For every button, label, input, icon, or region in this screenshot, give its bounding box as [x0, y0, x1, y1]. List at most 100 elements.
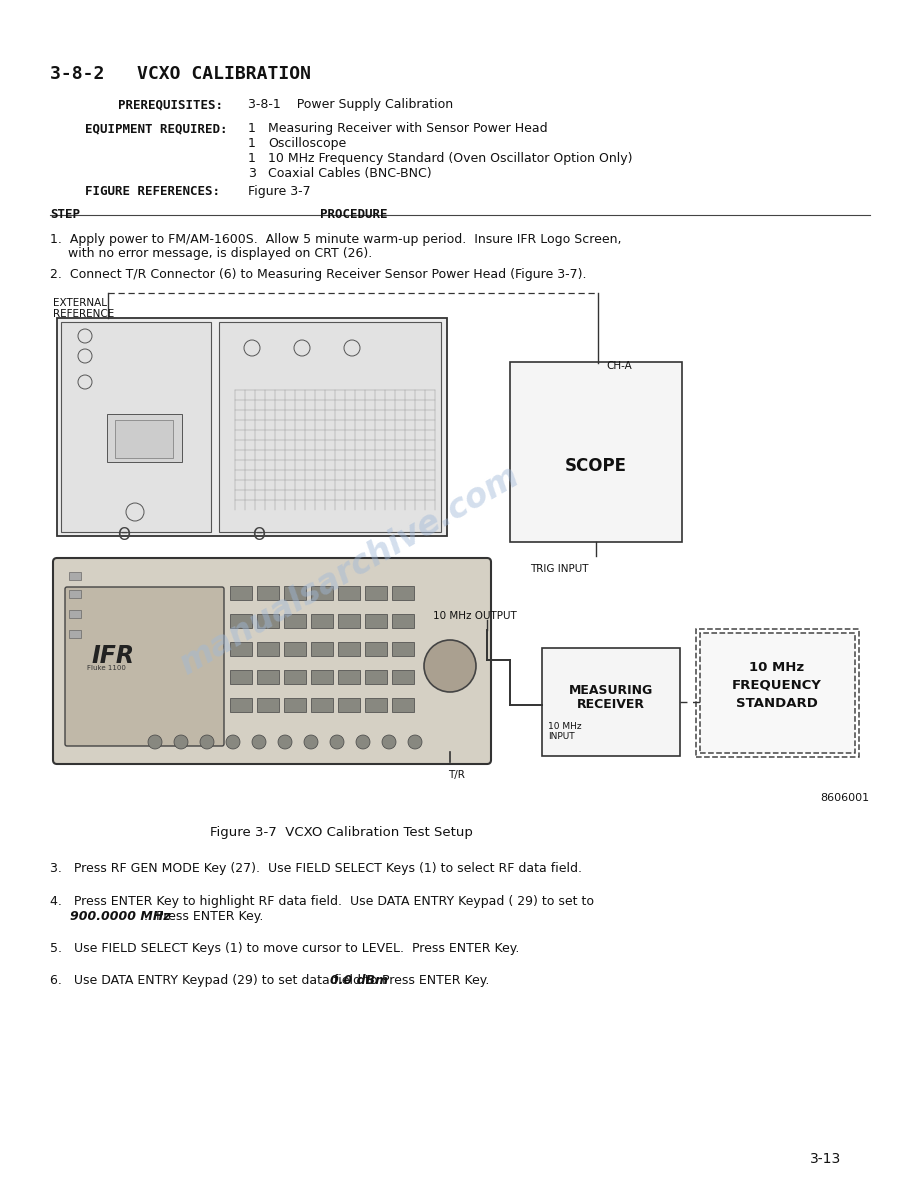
Text: 3-8-1    Power Supply Calibration: 3-8-1 Power Supply Calibration	[248, 97, 453, 110]
Text: Figure 3-7  VCXO Calibration Test Setup: Figure 3-7 VCXO Calibration Test Setup	[210, 826, 473, 839]
Bar	[230, 642, 252, 656]
Text: INPUT: INPUT	[548, 732, 575, 741]
Circle shape	[382, 735, 396, 748]
Bar	[365, 642, 387, 656]
Circle shape	[408, 735, 422, 748]
Text: 5.   Use FIELD SELECT Keys (1) to move cursor to LEVEL.  Press ENTER Key.: 5. Use FIELD SELECT Keys (1) to move cur…	[50, 942, 520, 955]
Text: PREREQUISITES:: PREREQUISITES:	[118, 97, 223, 110]
Text: 1: 1	[248, 122, 256, 135]
Bar	[230, 699, 252, 712]
Circle shape	[278, 735, 292, 748]
Circle shape	[200, 735, 214, 748]
Text: STEP: STEP	[50, 208, 80, 221]
Bar	[392, 699, 414, 712]
Text: EXTERNAL: EXTERNAL	[53, 298, 107, 308]
Text: manualsarchive.com: manualsarchive.com	[174, 459, 526, 681]
Text: 1: 1	[248, 137, 256, 150]
Text: SCOPE: SCOPE	[565, 457, 627, 475]
Bar	[365, 614, 387, 628]
Text: 3-13: 3-13	[810, 1152, 841, 1165]
Text: .  Press ENTER Key.: . Press ENTER Key.	[144, 910, 263, 923]
Bar	[311, 586, 333, 600]
Text: 10 MHz: 10 MHz	[548, 722, 582, 731]
Bar	[257, 699, 279, 712]
Bar	[69, 571, 81, 580]
Text: FREQUENCY: FREQUENCY	[732, 680, 822, 691]
Bar	[338, 670, 360, 684]
Circle shape	[252, 735, 266, 748]
Text: 10 MHz OUTPUT: 10 MHz OUTPUT	[433, 611, 517, 621]
Bar	[510, 362, 682, 542]
Circle shape	[330, 735, 344, 748]
Bar	[338, 642, 360, 656]
Bar	[338, 586, 360, 600]
Text: Coaxial Cables (BNC-BNC): Coaxial Cables (BNC-BNC)	[268, 168, 431, 181]
Text: Θ: Θ	[117, 526, 130, 544]
Text: 10 MHz Frequency Standard (Oven Oscillator Option Only): 10 MHz Frequency Standard (Oven Oscillat…	[268, 152, 633, 165]
Bar	[230, 614, 252, 628]
Bar	[365, 586, 387, 600]
Circle shape	[226, 735, 240, 748]
Text: Measuring Receiver with Sensor Power Head: Measuring Receiver with Sensor Power Hea…	[268, 122, 548, 135]
Text: 1.  Apply power to FM/AM-1600S.  Allow 5 minute warm-up period.  Insure IFR Logo: 1. Apply power to FM/AM-1600S. Allow 5 m…	[50, 233, 621, 246]
Bar	[219, 322, 441, 532]
Bar	[115, 421, 173, 459]
Bar	[230, 670, 252, 684]
Bar	[69, 609, 81, 618]
Text: 8606001: 8606001	[820, 794, 869, 803]
Text: .  Press ENTER Key.: . Press ENTER Key.	[370, 974, 489, 987]
Text: 1: 1	[248, 152, 256, 165]
Bar	[338, 614, 360, 628]
Bar	[365, 670, 387, 684]
Bar	[696, 628, 859, 757]
Bar	[284, 586, 306, 600]
Text: TRIG INPUT: TRIG INPUT	[530, 564, 588, 574]
Text: Oscilloscope: Oscilloscope	[268, 137, 346, 150]
Text: 6.   Use DATA ENTRY Keypad (29) to set data field to: 6. Use DATA ENTRY Keypad (29) to set dat…	[50, 974, 382, 987]
Text: FIGURE REFERENCES:: FIGURE REFERENCES:	[85, 185, 220, 198]
Text: MEASURING: MEASURING	[569, 684, 653, 697]
Text: Fluke 1100: Fluke 1100	[87, 665, 126, 671]
Text: Figure 3-7: Figure 3-7	[248, 185, 310, 198]
Text: 900.0000 MHz: 900.0000 MHz	[70, 910, 171, 923]
Bar	[69, 590, 81, 598]
Text: with no error message, is displayed on CRT (26).: with no error message, is displayed on C…	[68, 247, 373, 260]
Bar	[257, 642, 279, 656]
Text: REFERENCE: REFERENCE	[53, 309, 114, 320]
Bar	[311, 670, 333, 684]
Text: 2.  Connect T/R Connector (6) to Measuring Receiver Sensor Power Head (Figure 3-: 2. Connect T/R Connector (6) to Measurin…	[50, 268, 587, 282]
Text: 4.   Press ENTER Key to highlight RF data field.  Use DATA ENTRY Keypad ( 29) to: 4. Press ENTER Key to highlight RF data …	[50, 895, 594, 908]
Bar	[257, 586, 279, 600]
Bar	[338, 699, 360, 712]
Text: EQUIPMENT REQUIRED:: EQUIPMENT REQUIRED:	[85, 122, 228, 135]
Text: CH-A: CH-A	[606, 361, 632, 371]
Circle shape	[424, 640, 476, 691]
Text: T/R: T/R	[448, 770, 465, 781]
Bar	[107, 413, 182, 462]
Bar	[257, 670, 279, 684]
Bar	[284, 699, 306, 712]
Bar	[284, 670, 306, 684]
Text: 3-8-2   VCXO CALIBRATION: 3-8-2 VCXO CALIBRATION	[50, 65, 311, 83]
Bar	[392, 586, 414, 600]
Text: 0.0 dBm: 0.0 dBm	[330, 974, 388, 987]
FancyBboxPatch shape	[53, 558, 491, 764]
Bar	[61, 322, 211, 532]
FancyBboxPatch shape	[65, 587, 224, 746]
Text: RECEIVER: RECEIVER	[577, 699, 645, 710]
Bar	[392, 642, 414, 656]
Bar	[284, 614, 306, 628]
Text: IFR: IFR	[92, 644, 135, 668]
Bar	[69, 630, 81, 638]
Bar	[311, 642, 333, 656]
Bar	[284, 642, 306, 656]
Bar	[700, 633, 855, 753]
Bar	[57, 318, 447, 536]
Text: 3: 3	[248, 168, 256, 181]
Bar	[230, 586, 252, 600]
Circle shape	[148, 735, 162, 748]
Text: STANDARD: STANDARD	[736, 697, 818, 710]
Bar	[392, 670, 414, 684]
Bar	[257, 614, 279, 628]
Circle shape	[174, 735, 188, 748]
